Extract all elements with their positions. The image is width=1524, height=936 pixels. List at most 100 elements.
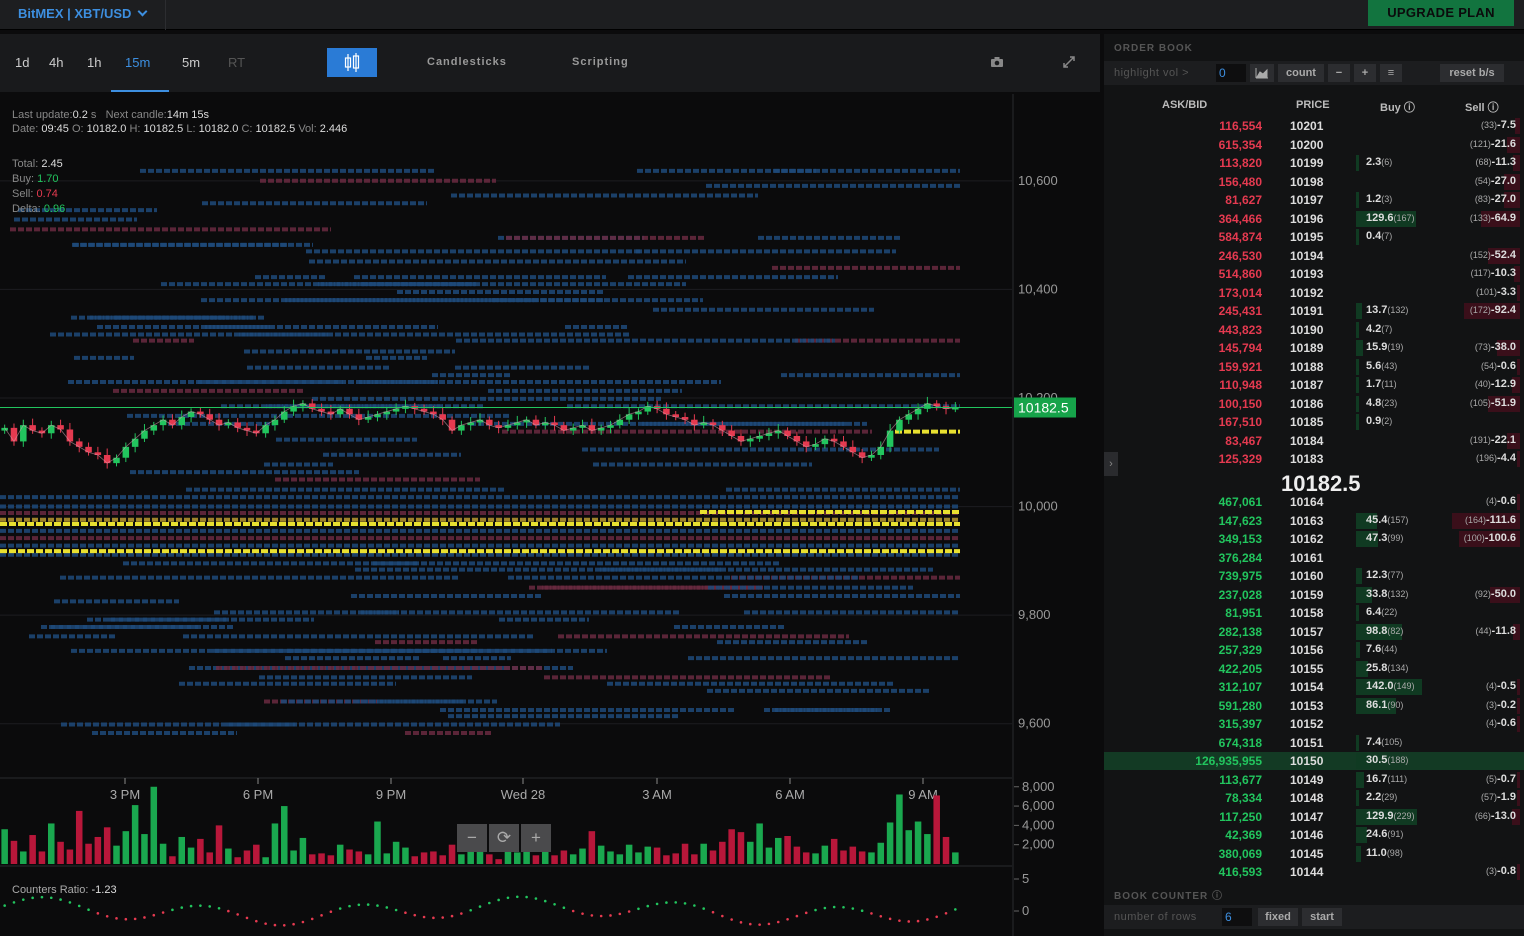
order-book-row[interactable]: 145,794 10189 15.9(19) (73)-38.0 [1104, 339, 1524, 357]
ratio-dot [124, 917, 128, 921]
tab-1d[interactable]: 1d [15, 55, 30, 70]
row-size: 110,948 [1219, 378, 1262, 392]
minus-icon[interactable]: − [1328, 64, 1350, 82]
order-book-row[interactable]: 376,284 10161 [1104, 549, 1524, 567]
ratio-dot [450, 914, 454, 918]
order-book-row[interactable]: 125,329 10183 (196)-4.4 [1104, 450, 1524, 468]
expand-icon[interactable] [1061, 54, 1077, 70]
list-icon[interactable]: ≡ [1380, 64, 1402, 82]
order-book-row[interactable]: 81,951 10158 6.4(22) [1104, 604, 1524, 622]
ratio-dot [40, 895, 44, 899]
buy-header: Buy ⓘ [1380, 102, 1415, 114]
sell-volume-bar [1517, 790, 1520, 806]
order-book-row[interactable]: 246,530 10194 (152)-52.4 [1104, 247, 1524, 265]
order-book-row[interactable]: 159,921 10188 5.6(43) (54)-0.6 [1104, 358, 1524, 376]
ratio-dot [432, 916, 435, 920]
order-book-row[interactable]: 591,280 10153 86.1(90) (3)-0.2 [1104, 697, 1524, 715]
ratio-dot [236, 913, 239, 916]
candle-type-button[interactable] [327, 48, 377, 77]
row-buy: 2.2(29) [1366, 791, 1398, 803]
time-tick-label: 3 PM [110, 787, 140, 802]
tab-5m[interactable]: 5m [182, 55, 201, 70]
volume-bar [747, 841, 754, 864]
order-book-row[interactable]: 147,623 10163 45.4(157) (164)-111.6 [1104, 512, 1524, 530]
order-book-row[interactable]: 117,250 10147 129.9(229) (66)-13.0 [1104, 808, 1524, 826]
market-selector[interactable]: BitMEX | XBT/USD [0, 0, 166, 30]
tab-1h[interactable]: 1h [87, 55, 102, 70]
plus-icon[interactable]: + [1354, 64, 1376, 82]
order-book-row[interactable]: 113,820 10199 2.3(6) (68)-11.3 [1104, 154, 1524, 172]
order-book-row[interactable]: 282,138 10157 98.8(82) (44)-11.8 [1104, 623, 1524, 641]
order-book-row[interactable]: 443,823 10190 4.2(7) [1104, 321, 1524, 339]
order-book-row[interactable]: 100,150 10186 4.8(23) (105)-51.9 [1104, 395, 1524, 413]
candlesticks-menu[interactable]: Candlesticks [427, 56, 507, 68]
row-size: 173,014 [1218, 285, 1262, 300]
order-book-row[interactable]: 364,466 10196 129.6(167) (133)-64.9 [1104, 210, 1524, 228]
order-book-row[interactable]: 245,431 10191 13.7(132) (172)-92.4 [1104, 302, 1524, 320]
order-book-row[interactable]: 380,069 10145 11.0(98) [1104, 845, 1524, 863]
current-price-badge [1014, 397, 1076, 418]
fixed-button[interactable]: fixed [1258, 908, 1298, 926]
order-book-row[interactable]: 156,480 10198 (54)-27.0 [1104, 173, 1524, 191]
ratio-dot [860, 909, 864, 912]
chart-area[interactable]: 10,60010,40010,20010,0009,8009,60010182.… [0, 94, 1100, 936]
row-buy: 86.1(90) [1366, 698, 1404, 711]
askbid-header: ASK/BID [1162, 99, 1208, 111]
order-book-row[interactable]: 116,554 10201 (33)-7.5 [1104, 117, 1524, 135]
price-chart[interactable]: 10,60010,40010,20010,0009,8009,60010182.… [0, 94, 1100, 936]
scripting-menu[interactable]: Scripting [572, 56, 629, 68]
order-book-row[interactable]: 514,860 10193 (117)-10.3 [1104, 265, 1524, 283]
camera-icon[interactable] [989, 54, 1005, 70]
order-book-row[interactable]: 416,593 10144 (3)-0.8 [1104, 863, 1524, 881]
order-book-row[interactable]: 615,354 10200 (121)-21.6 [1104, 136, 1524, 154]
order-book-row[interactable]: 584,874 10195 0.4(7) [1104, 228, 1524, 246]
row-price: 10200 [1290, 137, 1324, 152]
current-price-label: 10182.5 [1018, 400, 1069, 416]
order-book-row[interactable]: 467,061 10164 (4)-0.6 [1104, 493, 1524, 511]
volume-bar [644, 846, 652, 864]
row-sell: (3)-0.8 [1486, 865, 1516, 877]
depth-chart-icon[interactable] [1250, 64, 1274, 82]
row-size: 159,921 [1218, 359, 1262, 374]
chevron-right-icon[interactable]: › [1104, 452, 1118, 476]
order-book-row[interactable]: 315,397 10152 (4)-0.6 [1104, 715, 1524, 733]
order-book-row[interactable]: 422,205 10155 25.8(134) [1104, 660, 1524, 678]
candle-body [374, 414, 381, 417]
order-book-row[interactable]: 126,935,955 10150 30.5(188) [1104, 752, 1524, 770]
tab-15m[interactable]: 15m [125, 55, 151, 70]
candle-body [784, 430, 791, 436]
order-book-row[interactable]: 113,677 10149 16.7(111) (5)-0.7 [1104, 771, 1524, 789]
row-price: 10152 [1290, 717, 1324, 731]
rows-input[interactable] [1222, 908, 1252, 926]
reset-zoom-button[interactable]: ⟳ [489, 824, 519, 852]
order-book-row[interactable]: 739,975 10160 12.3(77) [1104, 567, 1524, 585]
reset-bs-button[interactable]: reset b/s [1440, 64, 1504, 82]
tab-rt[interactable]: RT [228, 55, 246, 70]
order-book-row[interactable]: 173,014 10192 (101)-3.3 [1104, 284, 1524, 302]
order-book-row[interactable]: 674,318 10151 7.4(105) [1104, 734, 1524, 752]
zoom-out-button[interactable]: − [457, 824, 487, 852]
order-book-row[interactable]: 110,948 10187 1.7(11) (40)-12.9 [1104, 376, 1524, 394]
order-book-row[interactable]: 312,107 10154 142.0(149) (4)-0.5 [1104, 678, 1524, 696]
candle-body [57, 425, 64, 430]
sell-volume-bar [1489, 586, 1520, 603]
order-book-row[interactable]: 78,334 10148 2.2(29) (57)-1.9 [1104, 789, 1524, 807]
tab-4h[interactable]: 4h [49, 55, 64, 70]
upgrade-plan-button[interactable]: UPGRADE PLAN [1368, 0, 1514, 26]
order-book-row[interactable]: 81,627 10197 1.2(3) (83)-27.0 [1104, 191, 1524, 209]
row-sell: (66)-13.0 [1474, 809, 1516, 822]
zoom-in-button[interactable]: + [521, 824, 551, 852]
volume-bar [355, 851, 363, 864]
ratio-dot [888, 917, 892, 921]
start-button[interactable]: start [1302, 908, 1342, 926]
order-book-row[interactable]: 83,467 10184 (191)-22.1 [1104, 432, 1524, 450]
volume-tick-label: 6,000 [1022, 798, 1055, 813]
highlight-vol-input[interactable] [1216, 64, 1246, 82]
order-book-row[interactable]: 257,329 10156 7.6(44) [1104, 641, 1524, 659]
ratio-dot [348, 904, 351, 908]
order-book-row[interactable]: 237,028 10159 33.8(132) (92)-50.0 [1104, 586, 1524, 604]
order-book-row[interactable]: 167,510 10185 0.9(2) [1104, 413, 1524, 431]
order-book-row[interactable]: 349,153 10162 47.3(99) (100)-100.6 [1104, 530, 1524, 548]
count-button[interactable]: count [1278, 64, 1324, 82]
order-book-row[interactable]: 42,369 10146 24.6(91) [1104, 826, 1524, 844]
